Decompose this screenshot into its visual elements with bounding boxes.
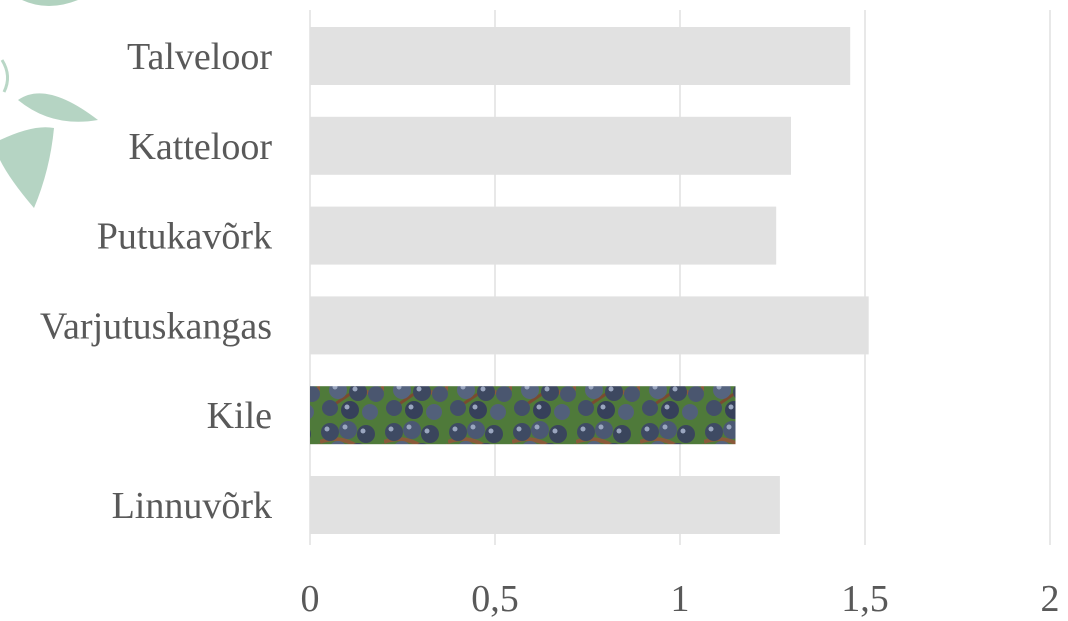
bar-0 bbox=[310, 27, 850, 85]
leaf-decoration-icon bbox=[0, 0, 98, 208]
category-label: Linnuvõrk bbox=[112, 485, 272, 527]
bar-2 bbox=[310, 207, 776, 265]
x-axis-tick-labels: 0 0,5 1 1,5 2 bbox=[301, 578, 1060, 620]
bars bbox=[310, 27, 869, 534]
category-label: Talveloor bbox=[127, 36, 272, 78]
bar-1 bbox=[310, 117, 791, 175]
category-label: Katteloor bbox=[128, 126, 272, 168]
bar-5 bbox=[310, 476, 780, 534]
x-tick-label: 1 bbox=[671, 578, 690, 620]
category-label: Putukavõrk bbox=[97, 216, 272, 258]
x-tick-label: 0 bbox=[301, 578, 320, 620]
grid-lines bbox=[310, 10, 1050, 545]
bar-4 bbox=[310, 386, 736, 444]
x-tick-label: 0,5 bbox=[471, 578, 519, 620]
x-tick-label: 2 bbox=[1041, 578, 1060, 620]
bar-3 bbox=[310, 296, 869, 354]
x-tick-label: 1,5 bbox=[841, 578, 889, 620]
category-label: Kile bbox=[207, 395, 272, 437]
category-label: Varjutuskangas bbox=[40, 305, 272, 347]
